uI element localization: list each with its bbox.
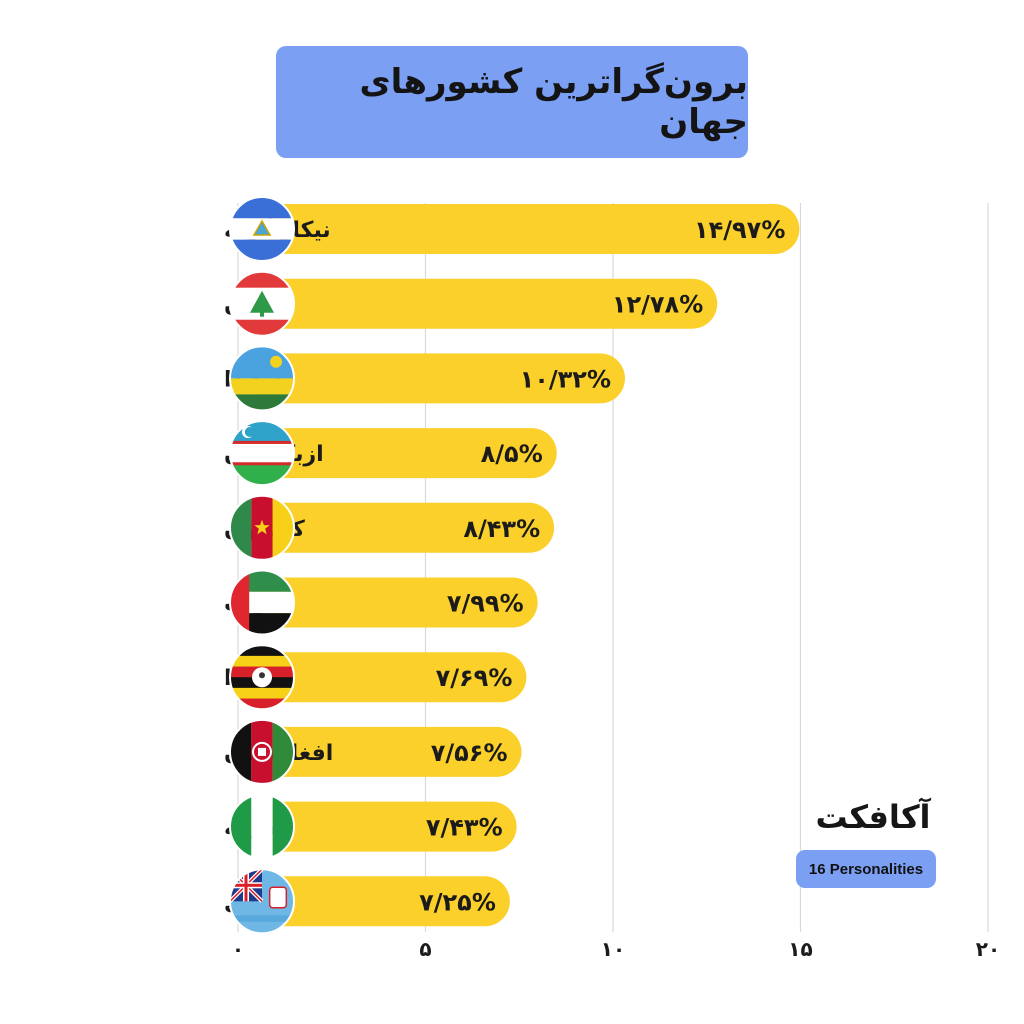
flag-border xyxy=(229,569,295,636)
bar-value-label: ۷/۹۹% xyxy=(447,590,524,618)
uganda-flag-icon xyxy=(230,645,294,710)
chart-title: برون‌گراترین کشورهای جهان xyxy=(359,62,748,142)
bar-value-label: ۸/۵% xyxy=(481,440,543,468)
bar xyxy=(250,801,517,852)
bar xyxy=(250,204,800,254)
bar-value-label: ۱۲/۷۸% xyxy=(612,291,703,319)
flag-border xyxy=(229,420,295,487)
bar xyxy=(250,428,557,479)
flag-border xyxy=(229,196,295,262)
flag-border xyxy=(229,793,295,860)
title-banner: برون‌گراترین کشورهای جهان xyxy=(276,46,748,158)
fiji-flag-icon xyxy=(230,869,294,934)
bar xyxy=(250,652,527,703)
x-tick-label: ۱۵ xyxy=(788,937,812,961)
flag-border xyxy=(229,644,295,711)
bar xyxy=(250,278,718,329)
flag-border xyxy=(229,345,295,412)
bar xyxy=(250,726,522,777)
x-tick-label: ۰ xyxy=(232,937,244,961)
x-tick-label: ۲۰ xyxy=(976,937,1000,961)
bar xyxy=(250,577,538,628)
bar-value-label: ۸/۴۳% xyxy=(463,515,540,543)
bar-value-label: ۷/۲۵% xyxy=(419,888,496,916)
bar-value-label: ۷/۶۹% xyxy=(436,664,513,692)
x-tick-label: ۵ xyxy=(419,937,431,961)
source-badge: 16 Personalities xyxy=(796,850,936,888)
flag-border xyxy=(229,494,295,561)
bar-value-label: ۷/۵۶% xyxy=(431,739,508,767)
flag-border xyxy=(229,718,295,785)
bar xyxy=(250,502,555,553)
flag-border xyxy=(229,270,295,337)
lebanon-flag-icon xyxy=(230,271,294,336)
flag-border xyxy=(229,868,295,935)
bar xyxy=(250,353,625,404)
bar-value-label: ۱۴/۹۷% xyxy=(694,216,785,244)
bar xyxy=(250,876,510,927)
x-tick-label: ۱۰ xyxy=(601,937,625,961)
brand-logo: آکافکت xyxy=(815,798,931,836)
bar-value-label: ۷/۴۳% xyxy=(426,814,503,842)
bar-value-label: ۱۰/۳۲% xyxy=(520,365,611,393)
